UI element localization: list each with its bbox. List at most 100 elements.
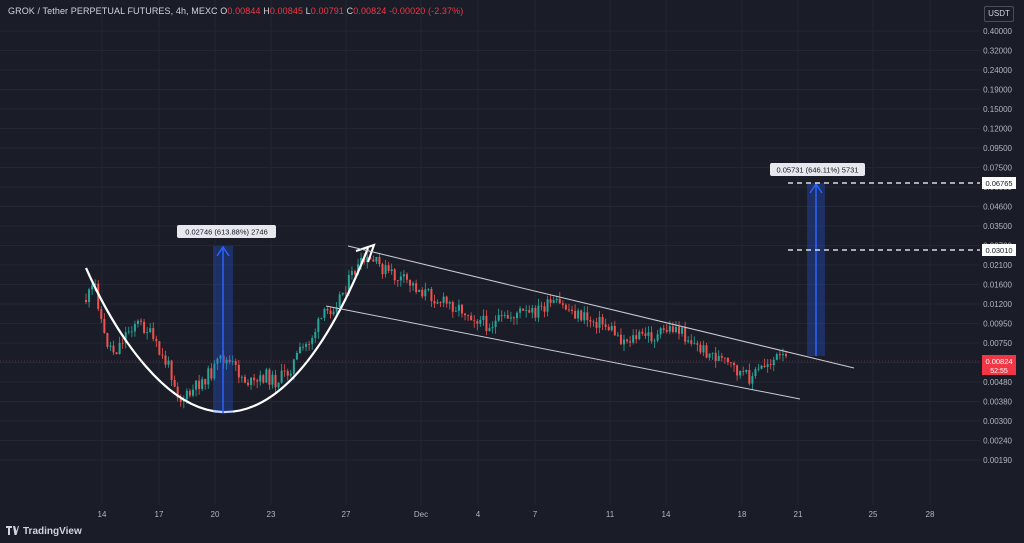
candle-body xyxy=(320,317,323,319)
candle-body xyxy=(583,312,586,321)
candle-body xyxy=(460,304,463,314)
candle-body xyxy=(442,296,445,303)
price-tag-target-2: 0.03010 xyxy=(982,244,1016,256)
currency-button[interactable]: USDT xyxy=(984,6,1014,22)
channel-lower-line xyxy=(325,305,801,400)
candle-body xyxy=(234,361,237,365)
change-value: -0.00020 (-2.37%) xyxy=(389,6,464,16)
candle-body xyxy=(647,332,650,336)
candle-body xyxy=(482,315,485,320)
candle-body xyxy=(292,359,295,374)
candle-body xyxy=(103,318,106,333)
open-value: 0.00844 xyxy=(227,6,261,16)
candle-body xyxy=(537,305,540,318)
y-tick-label: 0.01600 xyxy=(983,281,1012,290)
candle-body xyxy=(644,333,647,336)
price-tag-target-1: 0.06765 xyxy=(982,177,1016,189)
x-tick-label: 14 xyxy=(98,510,107,519)
candle-body xyxy=(769,364,772,366)
candle-body xyxy=(638,331,641,339)
candle-body xyxy=(430,288,433,302)
price-tag-target-1-text: 0.06765 xyxy=(985,179,1012,188)
candle-body xyxy=(678,326,681,334)
candle-body xyxy=(295,352,298,360)
candle-body xyxy=(457,304,460,311)
candle-body xyxy=(231,361,234,363)
y-tick-label: 0.00380 xyxy=(983,398,1012,407)
candle-body xyxy=(464,313,467,316)
low-value: 0.00791 xyxy=(310,6,345,16)
candle-body xyxy=(396,280,399,281)
candle-body xyxy=(659,328,662,335)
y-tick-label: 0.19000 xyxy=(983,86,1012,95)
candle-body xyxy=(589,320,592,322)
candle-body xyxy=(375,256,378,262)
candle-body xyxy=(274,374,277,388)
candle-body xyxy=(164,355,167,365)
candle-body xyxy=(684,327,687,342)
y-tick-label: 0.00190 xyxy=(983,456,1012,465)
candle-body xyxy=(243,376,246,383)
candle-body xyxy=(711,352,714,354)
candle-body xyxy=(580,310,583,321)
candle-body xyxy=(451,302,454,312)
candle-body xyxy=(610,326,613,331)
candle-body xyxy=(112,345,115,353)
x-tick-label: 18 xyxy=(738,510,747,519)
x-tick-label: 23 xyxy=(267,510,276,519)
candle-body xyxy=(653,340,656,342)
time-axis[interactable]: 14 17 20 23 27 Dec 4 7 11 14 18 21 25 28 xyxy=(98,510,935,519)
candle-body xyxy=(124,332,127,343)
y-tick-label: 0.04600 xyxy=(983,203,1012,212)
candle-body xyxy=(564,304,567,310)
y-tick-label: 0.00750 xyxy=(983,339,1012,348)
candle-body xyxy=(366,256,369,263)
candle-body xyxy=(754,369,757,377)
candle-body xyxy=(115,352,118,355)
candle-body xyxy=(528,310,531,313)
candle-body xyxy=(745,369,748,372)
candle-body xyxy=(140,320,143,322)
candle-body xyxy=(561,303,564,305)
candle-body xyxy=(595,321,598,328)
candle-body xyxy=(381,264,384,275)
candle-body xyxy=(613,326,616,336)
candle-body xyxy=(247,382,250,386)
candle-body xyxy=(592,321,595,323)
candle-body xyxy=(656,334,659,341)
candle-body xyxy=(143,321,146,333)
candle-body xyxy=(448,302,451,304)
candle-body xyxy=(516,312,519,319)
candle-body xyxy=(283,370,286,372)
candle-body xyxy=(390,269,393,272)
candle-body xyxy=(305,343,308,347)
tradingview-logo[interactable]: TradingView xyxy=(6,526,82,537)
cup-curve xyxy=(84,247,370,414)
candle-body xyxy=(130,331,133,333)
candle-body xyxy=(262,375,265,383)
y-tick-label: 0.12000 xyxy=(983,125,1012,134)
candle-body xyxy=(607,326,610,331)
candle-body xyxy=(757,368,760,370)
candle-body xyxy=(531,308,534,313)
candle-body xyxy=(586,312,589,321)
candle-body xyxy=(766,364,769,367)
candle-body xyxy=(635,335,638,339)
candle-body xyxy=(335,307,338,312)
candle-body xyxy=(546,299,549,312)
candle-body xyxy=(720,355,723,358)
x-tick-label: 4 xyxy=(476,510,481,519)
y-tick-label: 0.15000 xyxy=(983,105,1012,114)
candle-body xyxy=(418,289,421,292)
candle-body xyxy=(133,324,136,332)
y-tick-label: 0.00950 xyxy=(983,320,1012,329)
candle-body xyxy=(708,353,711,358)
candle-body xyxy=(198,380,201,389)
candle-body xyxy=(118,342,121,355)
tradingview-logo-text: TradingView xyxy=(23,526,82,537)
close-label: C xyxy=(346,6,354,16)
candle-body xyxy=(341,292,344,295)
candle-body xyxy=(674,326,677,332)
